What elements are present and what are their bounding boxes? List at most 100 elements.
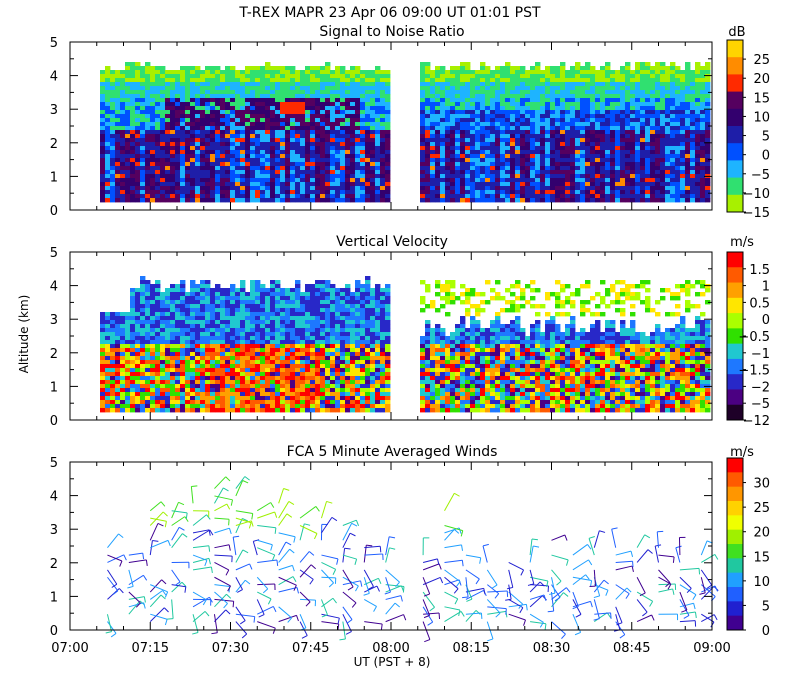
heatmap-cell [675, 102, 681, 107]
heatmap-cell [640, 98, 646, 103]
heatmap-cell [240, 328, 246, 333]
heatmap-cell [100, 154, 106, 159]
heatmap-cell [540, 158, 546, 163]
heatmap-cell [245, 292, 251, 297]
heatmap-cell [490, 94, 496, 99]
heatmap-cell [420, 170, 426, 175]
heatmap-cell [130, 404, 136, 409]
heatmap-cell [570, 82, 576, 87]
heatmap-cell [280, 166, 286, 171]
heatmap-cell [200, 296, 206, 301]
heatmap-cell [200, 284, 206, 289]
heatmap-cell [250, 178, 256, 183]
heatmap-cell [160, 348, 166, 353]
heatmap-cell [185, 106, 191, 111]
heatmap-cell [295, 134, 301, 139]
heatmap-cell [365, 134, 371, 139]
heatmap-cell [550, 82, 556, 87]
heatmap-cell [495, 158, 501, 163]
heatmap-cell [190, 408, 196, 413]
heatmap-cell [180, 396, 186, 401]
heatmap-cell [645, 94, 651, 99]
heatmap-cell [215, 396, 221, 401]
heatmap-cell [645, 162, 651, 167]
heatmap-cell [290, 98, 296, 103]
heatmap-cell [695, 74, 701, 79]
heatmap-cell [495, 106, 501, 111]
heatmap-cell [590, 142, 596, 147]
heatmap-cell [700, 174, 706, 179]
heatmap-cell [140, 198, 146, 203]
heatmap-cell [535, 78, 541, 83]
heatmap-cell [170, 332, 176, 337]
heatmap-cell [425, 134, 431, 139]
heatmap-cell [210, 118, 216, 123]
heatmap-cell [600, 150, 606, 155]
heatmap-cell [150, 368, 156, 373]
heatmap-cell [630, 170, 636, 175]
heatmap-cell [680, 70, 686, 75]
heatmap-cell [240, 400, 246, 405]
heatmap-cell [125, 158, 131, 163]
heatmap-cell [135, 388, 141, 393]
heatmap-cell [115, 146, 121, 151]
heatmap-cell [690, 142, 696, 147]
heatmap-cell [620, 90, 626, 95]
heatmap-cell [705, 114, 711, 119]
heatmap-cell [165, 110, 171, 115]
heatmap-cell [435, 182, 441, 187]
heatmap-cell [210, 324, 216, 329]
heatmap-cell [170, 102, 176, 107]
heatmap-cell [570, 118, 576, 123]
heatmap-cell [540, 146, 546, 151]
heatmap-cell [450, 118, 456, 123]
heatmap-cell [105, 344, 111, 349]
heatmap-cell [585, 174, 591, 179]
heatmap-cell [285, 110, 291, 115]
heatmap-cell [295, 126, 301, 131]
heatmap-cell [440, 66, 446, 71]
heatmap-cell [120, 396, 126, 401]
heatmap-cell [210, 392, 216, 397]
heatmap-cell [490, 194, 496, 199]
heatmap-cell [565, 166, 571, 171]
heatmap-cell [435, 102, 441, 107]
heatmap-cell [130, 186, 136, 191]
heatmap-cell [350, 146, 356, 151]
heatmap-cell [315, 194, 321, 199]
heatmap-cell [460, 138, 466, 143]
heatmap-cell [235, 408, 241, 413]
heatmap-cell [640, 198, 646, 203]
heatmap-cell [435, 98, 441, 103]
heatmap-cell [660, 190, 666, 195]
heatmap-cell [550, 178, 556, 183]
heatmap-cell [470, 138, 476, 143]
heatmap-cell [575, 90, 581, 95]
heatmap-cell [245, 356, 251, 361]
heatmap-cell [120, 328, 126, 333]
heatmap-cell [655, 70, 661, 75]
heatmap-cell [650, 142, 656, 147]
heatmap-cell [650, 186, 656, 191]
heatmap-cell [550, 114, 556, 119]
heatmap-cell [575, 126, 581, 131]
heatmap-cell [355, 86, 361, 91]
heatmap-cell [125, 90, 131, 95]
heatmap-cell [620, 194, 626, 199]
heatmap-cell [705, 122, 711, 127]
heatmap-cell [355, 130, 361, 135]
heatmap-cell [310, 166, 316, 171]
heatmap-cell [145, 364, 151, 369]
heatmap-cell [100, 90, 106, 95]
heatmap-cell [170, 408, 176, 413]
heatmap-cell [265, 150, 271, 155]
heatmap-cell [585, 138, 591, 143]
heatmap-cell [150, 186, 156, 191]
heatmap-cell [370, 130, 376, 135]
heatmap-cell [155, 296, 161, 301]
heatmap-cell [455, 66, 461, 71]
heatmap-cell [130, 348, 136, 353]
heatmap-cell [240, 324, 246, 329]
heatmap-cell [105, 90, 111, 95]
heatmap-cell [255, 138, 261, 143]
